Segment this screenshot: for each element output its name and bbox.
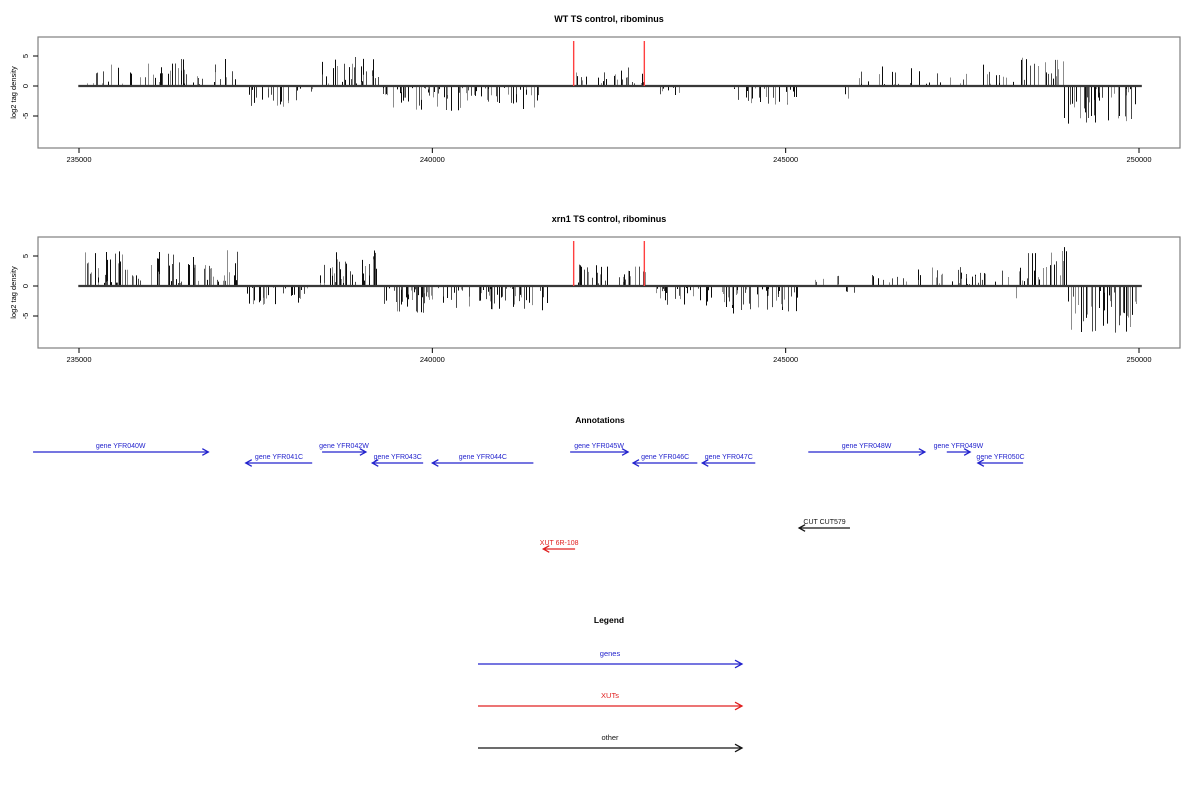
arrowhead-icon	[734, 659, 744, 669]
arrowhead-icon	[202, 448, 210, 456]
arrowhead-icon	[734, 701, 744, 711]
bar-series	[87, 56, 1136, 124]
arrowhead-icon	[976, 459, 985, 467]
arrowhead-icon	[631, 459, 640, 467]
x-tick-label: 250000	[1126, 355, 1151, 364]
xut-annotation-label: XUT 6R-108	[540, 540, 579, 547]
legend-item-label: other	[601, 733, 619, 742]
gene-annotation: gene YFR044C	[430, 454, 534, 467]
plot-box	[37, 236, 1181, 349]
gene-annotation: gene YFR043C	[370, 454, 424, 467]
gene-annotation: gene YFR049W	[934, 443, 984, 456]
gene-annotation-label: gene YFR044C	[459, 454, 507, 461]
x-tick-label: 240000	[420, 155, 445, 164]
y-tick-label: 0	[21, 84, 30, 88]
xut-annotation: XUT 6R-108	[540, 540, 579, 553]
x-tick-label: 250000	[1126, 155, 1151, 164]
annotations-title: Annotations	[575, 415, 625, 425]
y-axis-label: log2 tag density	[9, 266, 18, 319]
gene-annotation-label: gene YFR043C	[374, 454, 422, 461]
gene-annotation-label: gene YFR048W	[842, 443, 892, 450]
bar-series	[85, 247, 1137, 333]
arrowhead-icon	[963, 448, 972, 456]
y-tick-label: -5	[21, 113, 30, 120]
arrowhead-icon	[370, 459, 379, 467]
x-tick-label: 245000	[773, 355, 798, 364]
gene-annotation: gene YFR041C	[244, 454, 313, 467]
annotations-track: Annotations gene YFR040W gene YFR041C gene …	[33, 415, 1025, 553]
y-tick-label: 5	[21, 54, 30, 58]
panel-title: WT TS control, ribominus	[554, 14, 664, 24]
gene-annotation: gene YFR042W	[319, 443, 369, 456]
cut-annotation-label: CUT CUT579	[803, 519, 845, 526]
legend-item-label: genes	[600, 649, 621, 658]
x-tick-label: 240000	[420, 355, 445, 364]
y-tick-label: -5	[21, 313, 30, 320]
arrowhead-icon	[541, 545, 550, 553]
gene-annotation-label: gene YFR047C	[705, 454, 753, 461]
x-tick-label: 245000	[773, 155, 798, 164]
arrowhead-icon	[918, 448, 927, 456]
x-tick-label: 235000	[66, 155, 91, 164]
gene-annotation-label: gene YFR042W	[319, 443, 369, 450]
gene-annotation: gene YFR040W	[33, 443, 210, 456]
y-tick-label: 0	[21, 284, 30, 288]
panel-title: xrn1 TS control, ribominus	[552, 214, 667, 224]
gene-annotation: gene YFR046C	[631, 454, 698, 467]
gene-annotation-label: gene YFR050C	[976, 454, 1024, 461]
arrowhead-icon	[734, 743, 744, 753]
arrowhead-icon	[700, 459, 709, 467]
gene-annotation: gene YFR048W	[808, 443, 927, 456]
arrowhead-icon	[621, 448, 630, 456]
arrowhead-icon	[244, 459, 253, 467]
gene-annotation-label: gene YFR040W	[96, 443, 146, 450]
legend-item-label: XUTs	[601, 691, 619, 700]
gene-annotation-label: gene YFR045W	[574, 443, 624, 450]
legend-item: other	[478, 733, 744, 753]
legend-item: genes	[478, 649, 744, 669]
gene-annotation: gene YFR047C	[700, 454, 756, 467]
legend-title: Legend	[594, 615, 624, 625]
gene-annotation-label: gene YFR046C	[641, 454, 689, 461]
legend-item: XUTs	[478, 691, 744, 711]
gene-annotation: gene YFR045W	[570, 443, 630, 456]
legend: Legend genes XUTs other	[478, 615, 744, 753]
plot-box	[37, 36, 1181, 149]
gene-annotation-label: gene YFR049W	[934, 443, 984, 450]
cut-annotation: CUT CUT579	[797, 519, 850, 532]
y-tick-label: 5	[21, 254, 30, 258]
arrowhead-icon	[430, 459, 439, 467]
x-tick-label: 235000	[66, 355, 91, 364]
arrowhead-icon	[797, 524, 806, 532]
gene-annotation: gene YFR050C	[976, 454, 1025, 467]
y-axis-label: log2 tag density	[9, 66, 18, 119]
arrowhead-icon	[359, 448, 368, 456]
gene-annotation-label: gene YFR041C	[255, 454, 303, 461]
